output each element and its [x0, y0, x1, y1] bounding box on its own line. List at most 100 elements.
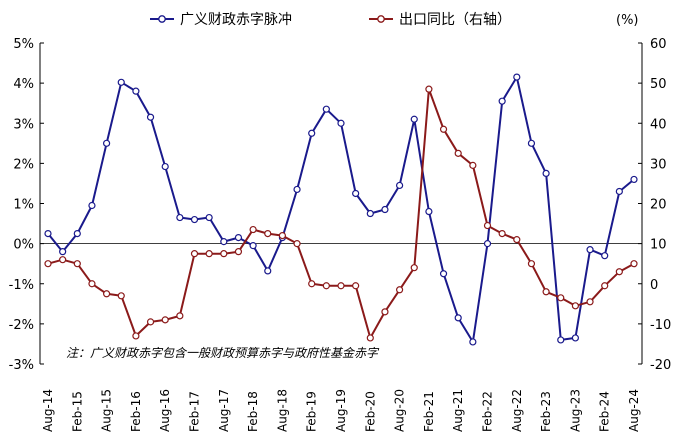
right-tick-label: 30: [650, 157, 667, 172]
export-yoy-point: [176, 312, 184, 320]
export-yoy-point: [234, 248, 243, 256]
fiscal-pulse-point: [381, 205, 389, 214]
x-tick-label: Aug-15: [100, 389, 114, 432]
export-yoy-point: [44, 260, 52, 268]
fiscal-pulse-point: [205, 213, 213, 222]
export-yoy-point: [557, 294, 565, 302]
fiscal-pulse-point: [44, 229, 52, 238]
x-tick-label: Aug-16: [158, 389, 172, 432]
x-tick-label: Aug-19: [334, 389, 348, 432]
export-yoy-point: [264, 229, 272, 238]
right-tick-label: 50: [650, 77, 667, 92]
fiscal-pulse-point: [542, 169, 550, 178]
fiscal-pulse-point: [88, 201, 96, 210]
x-tick-label: Feb-23: [539, 391, 553, 432]
x-tick-label: Feb-15: [70, 391, 84, 432]
right-tick-label: 10: [650, 238, 667, 253]
export-yoy-point: [513, 236, 521, 244]
left-tick-label: -3%: [9, 358, 34, 373]
export-yoy-point: [396, 286, 404, 294]
right-tick-label: 40: [650, 117, 667, 132]
fiscal-pulse-point: [308, 129, 316, 137]
export-yoy-point: [161, 316, 169, 324]
fiscal-pulse-point: [513, 73, 521, 81]
x-tick-label: Aug-20: [393, 389, 407, 432]
fiscal-pulse-point: [366, 209, 374, 218]
legend-label-fiscal: 广义财政赤字脉冲: [180, 12, 292, 28]
export-yoy-point: [366, 334, 374, 342]
export-yoy-point: [73, 260, 81, 268]
left-tick-label: 1%: [13, 198, 34, 213]
export-yoy-point: [278, 232, 286, 240]
export-yoy-point: [337, 282, 345, 290]
export-yoy-point: [483, 221, 492, 230]
x-tick-label: Aug-14: [41, 389, 55, 432]
x-tick-label: Aug-21: [451, 389, 465, 432]
export-yoy-point: [571, 302, 580, 310]
fiscal-pulse-point: [557, 336, 565, 344]
fiscal-pulse-point: [264, 267, 272, 275]
fiscal-pulse-point: [469, 338, 477, 346]
right-tick-label: 0: [650, 278, 658, 293]
export-yoy-point: [59, 256, 67, 264]
export-yoy-point: [454, 149, 462, 157]
export-yoy-point: [190, 250, 199, 258]
fiscal-pulse-point: [454, 314, 462, 322]
fiscal-pulse-point: [117, 78, 125, 86]
fiscal-pulse-point: [425, 207, 433, 216]
export-yoy-point: [381, 308, 389, 316]
fiscal-pulse-point: [234, 234, 243, 242]
axes-layer: -3% -2% -1% 0% 1% 2% 3% 4% 5% -20 -10 0 10 20 30 40 50 60…: [9, 37, 672, 432]
fiscal-pulse-point: [190, 215, 199, 224]
export-yoy-point: [308, 280, 316, 288]
fiscal-pulse-line: [47, 76, 635, 343]
fiscal-pulse-point: [322, 105, 330, 113]
export-yoy-point: [205, 250, 213, 258]
right-tick-label: 60: [650, 37, 667, 52]
fiscal-pulse-point: [337, 119, 345, 127]
left-tick-label: 3%: [13, 117, 34, 132]
export-yoy-point: [88, 280, 96, 288]
export-yoy-point: [410, 264, 418, 272]
left-tick-label: -2%: [9, 318, 34, 333]
x-tick-label: Aug-18: [275, 389, 289, 432]
export-yoy-point: [249, 225, 257, 234]
fiscal-pulse-point: [293, 185, 301, 194]
export-yoy-point: [117, 292, 125, 300]
chart-note: 注：广义财政赤字包含一般财政预算赤字与政府性基金赤字: [66, 346, 380, 360]
fiscal-pulse-point: [527, 139, 536, 147]
x-tick-label: Aug-23: [568, 389, 582, 432]
fiscal-pulse-point: [161, 162, 169, 171]
left-tick-label: 2%: [13, 157, 34, 172]
fiscal-pulse-point: [59, 248, 67, 256]
fiscal-pulse-point: [601, 252, 609, 260]
fiscal-pulse-point: [498, 97, 506, 105]
export-yoy-point: [630, 260, 638, 268]
fiscal-pulse-point: [146, 113, 155, 121]
fiscal-pulse-point: [352, 189, 360, 198]
x-tick-label: Feb-20: [363, 391, 377, 432]
export-yoy-point: [439, 125, 448, 133]
x-tick-label: Feb-19: [305, 391, 319, 432]
fiscal-pulse-point: [630, 175, 638, 184]
x-tick-label: Aug-17: [217, 389, 231, 432]
export-yoy-point: [146, 318, 155, 326]
fiscal-pulse-point: [483, 240, 492, 248]
fiscal-pulse-point: [102, 139, 111, 147]
x-tick-label: Feb-21: [422, 391, 436, 432]
export-yoy-point: [220, 250, 228, 258]
fiscal-pulse-point: [249, 242, 257, 250]
export-yoy-point: [527, 260, 536, 268]
export-yoy-point: [542, 288, 550, 296]
x-tick-label: Feb-17: [188, 391, 202, 432]
export-yoy-point: [469, 161, 477, 169]
export-yoy-point: [586, 298, 594, 306]
export-yoy-point: [601, 282, 609, 290]
export-yoy-point: [293, 240, 301, 248]
left-tick-label: 0%: [13, 238, 34, 253]
fiscal-pulse-point: [176, 213, 184, 222]
legend-marker-export: [377, 15, 385, 23]
left-tick-label: 5%: [13, 37, 34, 52]
right-axis-unit: (%): [616, 13, 639, 28]
fiscal-pulse-point: [571, 334, 580, 342]
